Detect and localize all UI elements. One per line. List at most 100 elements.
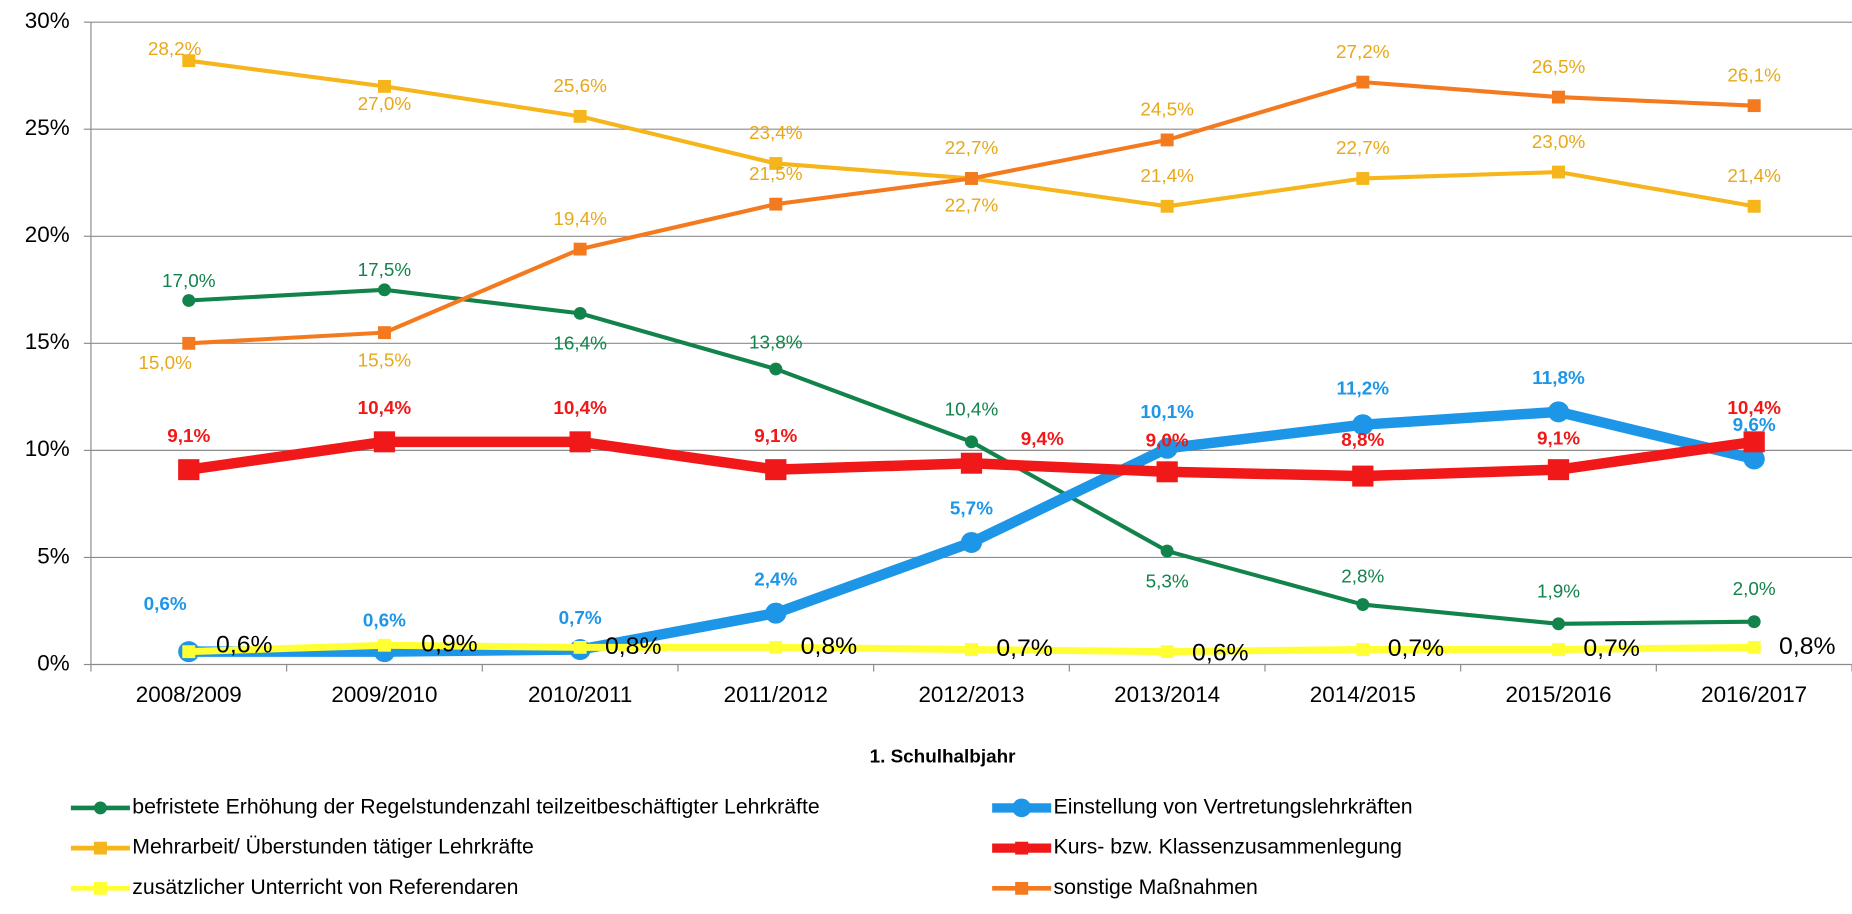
point — [1356, 598, 1370, 611]
data-label: 22,7% — [1336, 137, 1390, 158]
data-label: 0,8% — [605, 633, 662, 660]
y-tick-label: 0% — [37, 650, 70, 675]
point — [1156, 437, 1178, 459]
data-label: 0,7% — [996, 635, 1053, 662]
point — [769, 362, 783, 376]
x-tick-label: 2016/2017 — [1701, 682, 1807, 707]
point — [182, 645, 196, 659]
data-label: 17,0% — [162, 270, 216, 291]
data-label: 0,7% — [1583, 635, 1640, 662]
point — [765, 459, 787, 481]
data-label: 21,4% — [1140, 165, 1194, 186]
legend-marker — [1012, 798, 1032, 818]
point — [573, 640, 587, 654]
point — [769, 640, 783, 654]
point — [377, 283, 391, 297]
data-label: 13,8% — [749, 331, 803, 352]
legend-marker — [93, 801, 107, 815]
y-tick-label: 30% — [25, 8, 70, 33]
x-tick-label: 2012/2013 — [918, 682, 1024, 707]
data-label: 0,6% — [363, 609, 406, 630]
data-label: 15,0% — [138, 352, 192, 373]
data-label: 25,6% — [553, 75, 607, 96]
point — [1743, 431, 1765, 453]
data-label: 22,7% — [945, 137, 999, 158]
data-label: 9,1% — [754, 425, 797, 446]
legend-item: zusätzlicher Unterricht von Referendaren — [70, 876, 518, 899]
point — [1747, 199, 1761, 213]
data-label: 5,3% — [1146, 571, 1189, 592]
point — [1551, 90, 1565, 104]
x-tick-label: 2011/2012 — [724, 682, 828, 707]
x-tick-label: 2010/2011 — [528, 682, 632, 707]
data-label: 9,6% — [1733, 414, 1776, 435]
legend-item: befristete Erhöhung der Regelstundenzahl… — [70, 796, 820, 819]
point — [1743, 448, 1765, 470]
data-label: 17,5% — [358, 259, 412, 280]
point — [1356, 75, 1370, 89]
point — [377, 79, 391, 93]
x-tick-label: 2015/2016 — [1505, 682, 1611, 707]
point — [182, 54, 196, 68]
point — [1551, 643, 1565, 656]
data-label: 15,5% — [358, 350, 412, 371]
data-label: 5,7% — [950, 498, 993, 519]
point — [1747, 640, 1761, 654]
point — [765, 602, 787, 624]
point — [1352, 465, 1374, 487]
legend-marker — [1015, 841, 1029, 855]
point — [964, 172, 978, 185]
y-tick-label: 15% — [25, 329, 70, 354]
data-label: 0,9% — [421, 631, 478, 658]
point — [1160, 645, 1174, 659]
data-label: 1,9% — [1537, 580, 1580, 601]
point — [960, 531, 983, 553]
legend-label: Mehrarbeit/ Überstunden tätiger Lehrkräf… — [132, 836, 534, 859]
data-label: 22,7% — [945, 194, 999, 215]
legend-label: Kurs- bzw. Klassenzusammenlegung — [1054, 836, 1402, 859]
data-label: 9,1% — [1537, 427, 1580, 448]
point — [960, 452, 983, 474]
data-label: 21,5% — [749, 163, 803, 184]
point — [569, 431, 591, 453]
y-tick-label: 25% — [25, 115, 70, 140]
legend-item: Mehrarbeit/ Überstunden tätiger Lehrkräf… — [70, 836, 534, 859]
data-label: 0,7% — [1388, 635, 1445, 662]
y-tick-label: 20% — [25, 222, 70, 247]
point — [573, 109, 587, 123]
point — [1747, 615, 1761, 629]
x-axis-title: 1. Schulhalbjahr — [870, 746, 1017, 767]
point — [182, 294, 196, 307]
point — [178, 459, 200, 481]
point — [573, 306, 587, 320]
data-label: 10,4% — [945, 398, 999, 419]
data-label: 10,1% — [1140, 401, 1194, 422]
x-tick-label: 2008/2009 — [136, 682, 242, 707]
data-label: 2,8% — [1341, 566, 1384, 587]
x-tick-label: 2014/2015 — [1310, 682, 1416, 707]
point — [377, 326, 391, 340]
legend-marker — [93, 841, 107, 855]
point — [573, 242, 587, 256]
point — [1547, 459, 1570, 481]
y-tick-label: 5% — [37, 543, 70, 568]
data-label: 27,2% — [1336, 41, 1390, 62]
data-label: 9,0% — [1146, 430, 1189, 451]
point — [1160, 544, 1174, 558]
y-tick-label: 10% — [25, 436, 70, 461]
point — [1356, 643, 1370, 656]
point — [1160, 133, 1174, 147]
data-label: 19,4% — [553, 208, 607, 229]
legend-label: befristete Erhöhung der Regelstundenzahl… — [132, 796, 819, 819]
legend-marker — [93, 881, 107, 895]
point — [769, 157, 783, 170]
legend-label: Einstellung von Vertretungslehrkräften — [1054, 796, 1413, 819]
data-label: 26,1% — [1727, 65, 1781, 86]
x-tick-label: 2013/2014 — [1114, 682, 1220, 707]
data-label: 10,4% — [358, 397, 412, 418]
point — [964, 643, 978, 656]
data-label: 21,4% — [1727, 165, 1781, 186]
data-label: 28,2% — [148, 38, 202, 59]
data-label: 10,4% — [553, 397, 607, 418]
